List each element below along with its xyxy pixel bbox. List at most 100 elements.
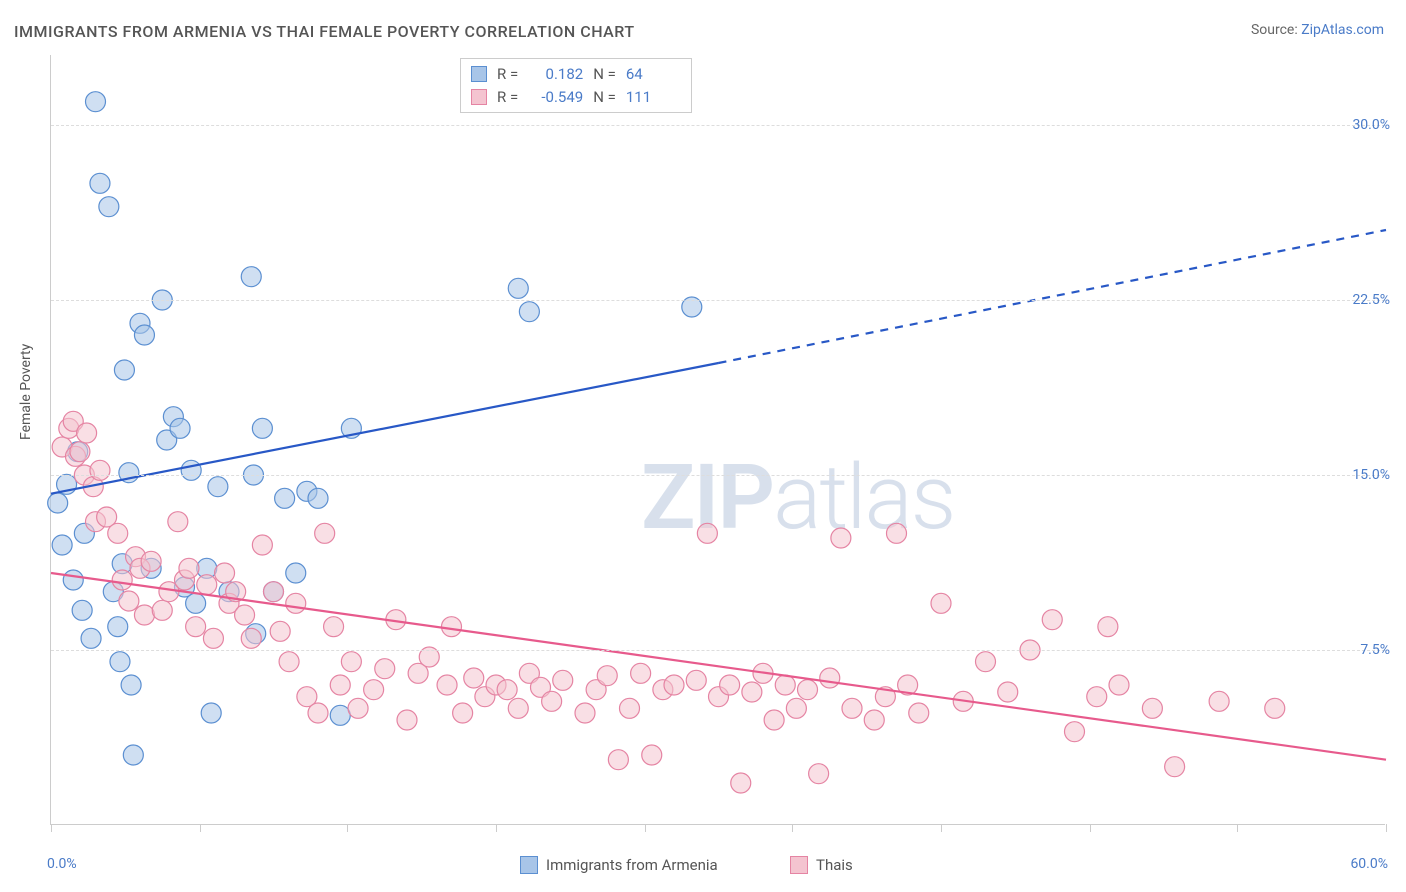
data-point bbox=[553, 670, 573, 690]
data-point bbox=[197, 575, 217, 595]
stats-n-label: N = bbox=[593, 63, 616, 86]
data-point bbox=[831, 528, 851, 548]
gridline bbox=[51, 125, 1385, 126]
source-prefix: Source: bbox=[1251, 22, 1301, 38]
y-tick-label: 30.0% bbox=[1352, 117, 1390, 133]
data-point bbox=[437, 675, 457, 695]
stats-n-value: 64 bbox=[626, 63, 681, 86]
data-point bbox=[141, 551, 161, 571]
data-point bbox=[330, 705, 350, 725]
data-point bbox=[1042, 610, 1062, 630]
data-point bbox=[52, 535, 72, 555]
x-tick bbox=[1237, 824, 1238, 832]
stats-r-value: 0.182 bbox=[528, 63, 583, 86]
stats-swatch bbox=[471, 89, 487, 105]
data-point bbox=[887, 523, 907, 543]
data-point bbox=[186, 617, 206, 637]
data-point bbox=[86, 92, 106, 112]
stats-n-label: N = bbox=[593, 86, 616, 109]
data-point bbox=[820, 668, 840, 688]
data-point bbox=[235, 605, 255, 625]
data-point bbox=[330, 675, 350, 695]
data-point bbox=[608, 750, 628, 770]
data-point bbox=[286, 593, 306, 613]
legend-swatch-thais bbox=[790, 856, 808, 874]
data-point bbox=[315, 523, 335, 543]
stats-r-label: R = bbox=[497, 63, 518, 86]
data-point bbox=[1087, 687, 1107, 707]
data-point bbox=[1265, 698, 1285, 718]
data-point bbox=[179, 558, 199, 578]
data-point bbox=[686, 670, 706, 690]
legend-label-armenia: Immigrants from Armenia bbox=[546, 856, 718, 874]
data-point bbox=[252, 535, 272, 555]
data-point bbox=[114, 360, 134, 380]
data-point bbox=[1098, 617, 1118, 637]
data-point bbox=[168, 512, 188, 532]
data-point bbox=[364, 680, 384, 700]
data-point bbox=[697, 523, 717, 543]
data-point bbox=[134, 605, 154, 625]
data-point bbox=[842, 698, 862, 718]
data-point bbox=[348, 698, 368, 718]
data-point bbox=[252, 418, 272, 438]
data-point bbox=[72, 600, 92, 620]
data-point bbox=[264, 582, 284, 602]
data-point bbox=[575, 703, 595, 723]
data-point bbox=[764, 710, 784, 730]
y-tick-label: 22.5% bbox=[1352, 292, 1390, 308]
data-point bbox=[108, 523, 128, 543]
data-point bbox=[642, 745, 662, 765]
data-point bbox=[110, 652, 130, 672]
data-point bbox=[181, 460, 201, 480]
x-tick bbox=[645, 824, 646, 832]
data-point bbox=[519, 302, 539, 322]
data-point bbox=[119, 591, 139, 611]
data-point bbox=[453, 703, 473, 723]
data-point bbox=[442, 617, 462, 637]
gridline bbox=[51, 300, 1385, 301]
data-point bbox=[508, 278, 528, 298]
data-point bbox=[121, 675, 141, 695]
trend-line-extrapolated bbox=[719, 230, 1387, 363]
x-tick bbox=[347, 824, 348, 832]
gridline bbox=[51, 475, 1385, 476]
data-point bbox=[508, 698, 528, 718]
data-point bbox=[81, 628, 101, 648]
source-link[interactable]: ZipAtlas.com bbox=[1301, 22, 1384, 38]
data-point bbox=[464, 668, 484, 688]
data-point bbox=[720, 675, 740, 695]
data-point bbox=[775, 675, 795, 695]
data-point bbox=[998, 682, 1018, 702]
data-point bbox=[112, 570, 132, 590]
data-point bbox=[397, 710, 417, 730]
legend-item-thais: Thais bbox=[790, 856, 853, 874]
data-point bbox=[308, 488, 328, 508]
data-point bbox=[798, 680, 818, 700]
x-tick bbox=[1090, 824, 1091, 832]
stats-r-label: R = bbox=[497, 86, 518, 109]
stats-r-value: -0.549 bbox=[528, 86, 583, 109]
data-point bbox=[123, 745, 143, 765]
data-point bbox=[90, 460, 110, 480]
data-point bbox=[742, 682, 762, 702]
data-point bbox=[275, 488, 295, 508]
correlation-stats-box: R =0.182N =64R =-0.549N =111 bbox=[460, 58, 692, 113]
data-point bbox=[931, 593, 951, 613]
x-tick bbox=[941, 824, 942, 832]
data-point bbox=[631, 663, 651, 683]
x-tick-min: 0.0% bbox=[47, 856, 77, 872]
data-point bbox=[497, 680, 517, 700]
data-point bbox=[286, 563, 306, 583]
data-point bbox=[620, 698, 640, 718]
y-axis-label: Female Poverty bbox=[18, 344, 34, 440]
data-point bbox=[664, 675, 684, 695]
stats-swatch bbox=[471, 66, 487, 82]
data-point bbox=[1065, 722, 1085, 742]
x-tick bbox=[496, 824, 497, 832]
data-point bbox=[170, 418, 190, 438]
stats-row: R =-0.549N =111 bbox=[471, 86, 681, 109]
data-point bbox=[208, 477, 228, 497]
y-tick-label: 15.0% bbox=[1352, 467, 1390, 483]
data-point bbox=[215, 563, 235, 583]
